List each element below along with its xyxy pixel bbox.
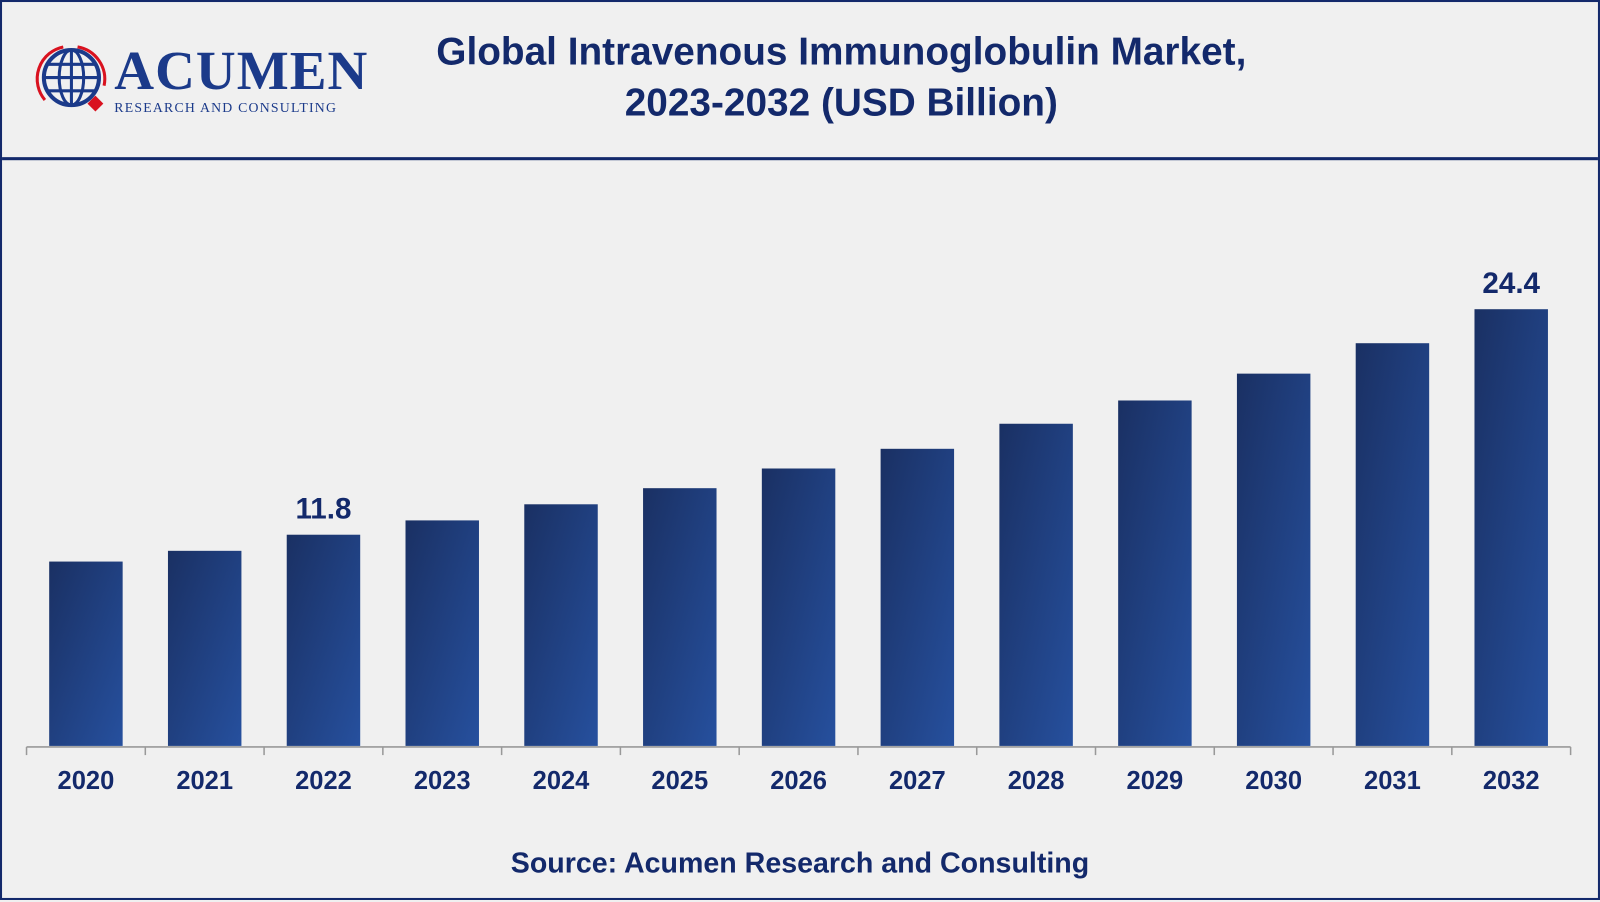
header-divider xyxy=(2,157,1598,161)
data-label-2032: 24.4 xyxy=(1482,267,1540,300)
bar-2030 xyxy=(1236,373,1311,746)
source-note: Source: Acumen Research and Consulting xyxy=(510,846,1090,879)
x-tick-label: 2031 xyxy=(1364,767,1421,795)
bar-2021 xyxy=(167,550,242,746)
bar-2024 xyxy=(524,504,598,746)
data-label-2022: 11.8 xyxy=(295,492,351,525)
x-tick-label: 2024 xyxy=(533,767,591,795)
x-tick-label: 2032 xyxy=(1483,767,1540,795)
bar-2027 xyxy=(880,448,955,746)
bar-2025 xyxy=(643,488,717,746)
x-tick-label: 2027 xyxy=(889,767,946,795)
x-tick-label: 2020 xyxy=(58,767,115,795)
bar-2029 xyxy=(1118,400,1192,746)
bar-2023 xyxy=(405,520,479,746)
title-line-1: Global Intravenous Immunoglobulin Market… xyxy=(436,30,1247,74)
page-title: Global Intravenous Immunoglobulin Market… xyxy=(308,27,1374,129)
x-tick-label: 2023 xyxy=(414,767,471,795)
title-line-2: 2023-2032 (USD Billion) xyxy=(624,81,1058,125)
bar-2022 xyxy=(286,534,361,746)
acumen-logo: ACUMEN RESEARCH AND CONSULTING xyxy=(33,39,367,121)
x-tick-label: 2030 xyxy=(1245,767,1302,795)
bar-2026 xyxy=(761,468,836,746)
logo-subtext: RESEARCH AND CONSULTING xyxy=(114,99,338,116)
x-tick-label: 2022 xyxy=(295,767,352,795)
x-tick-label: 2026 xyxy=(770,767,827,795)
x-tick-label: 2025 xyxy=(651,767,708,795)
bar-2020 xyxy=(49,561,123,746)
logo-wordmark: ACUMEN xyxy=(114,39,369,102)
globe-icon xyxy=(35,45,107,112)
bar-2031 xyxy=(1355,343,1430,746)
x-tick-label: 2021 xyxy=(176,767,233,795)
x-tick-label: 2029 xyxy=(1127,767,1184,795)
x-tick-label: 2028 xyxy=(1008,767,1065,795)
bar-2028 xyxy=(999,423,1073,746)
bar-2032 xyxy=(1474,309,1548,746)
